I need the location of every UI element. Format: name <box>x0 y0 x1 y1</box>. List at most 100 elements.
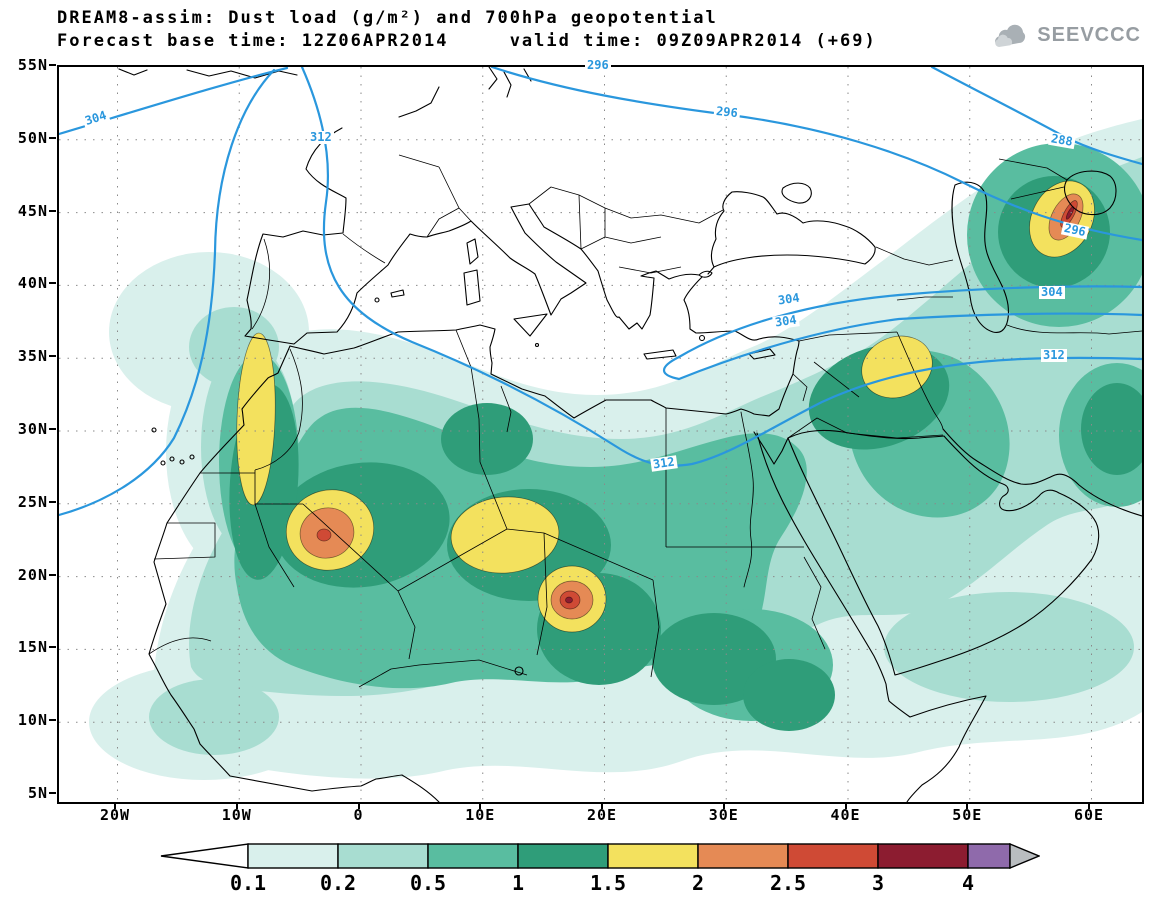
contour-label: 312 <box>650 454 678 472</box>
lat-label-15N: 15N <box>17 638 48 657</box>
colorbar-segment <box>787 843 879 869</box>
contour-label: 304 <box>1039 285 1065 299</box>
colorbar-svg <box>160 842 1041 870</box>
contour-label: 304 <box>81 108 111 129</box>
colorbar-arrow-left <box>160 843 249 869</box>
colorbar-segment <box>607 843 699 869</box>
geopotential-contour-line <box>300 67 1142 467</box>
colorbar-tick-label: 4 <box>961 871 975 895</box>
colorbar-tick-label: 0.2 <box>319 871 357 895</box>
geopotential-contour-line <box>59 68 276 517</box>
lat-tick <box>49 355 56 358</box>
contour-label: 296 <box>1060 220 1089 240</box>
lat-tick <box>49 282 56 285</box>
lat-label-55N: 55N <box>17 56 48 74</box>
lon-tick <box>601 802 603 809</box>
lat-label-20N: 20N <box>17 565 48 584</box>
lon-tick <box>722 802 725 809</box>
colorbar-segment <box>427 843 519 869</box>
colorbar-segment <box>967 843 1011 869</box>
lat-tick <box>49 209 56 212</box>
lon-tick <box>844 802 847 809</box>
colorbar <box>160 842 1041 870</box>
contour-label: 288 <box>1048 131 1076 150</box>
geopotential-contour-line <box>662 285 1142 381</box>
dust-region <box>743 659 835 731</box>
geopotential-contour-line <box>490 67 1142 242</box>
lon-tick <box>357 802 360 809</box>
dust-region <box>316 528 332 542</box>
lat-tick <box>49 136 56 139</box>
lon-label-20E: 20E <box>586 806 618 824</box>
lat-tick <box>49 719 56 722</box>
contour-label: 296 <box>713 103 741 121</box>
dust-region <box>236 332 276 506</box>
chart-subtitle: Forecast base time: 12Z06APR2014 valid t… <box>57 31 877 51</box>
coastlines <box>118 67 1142 802</box>
colorbar-arrow-right <box>1009 842 1041 870</box>
contour-label: 304 <box>772 312 800 330</box>
contour-label-layer: 304 312 296 296 288 296 304 304 304 312 312 <box>59 59 1142 802</box>
lon-label-10E: 10E <box>465 806 496 824</box>
lon-label-20W: 20W <box>99 806 131 824</box>
colorbar-tick-label: 0.5 <box>409 871 447 895</box>
map-plot: 304 312 296 296 288 296 304 304 304 312 312 <box>57 59 1144 804</box>
lat-label-10N: 10N <box>17 711 48 730</box>
dust-region <box>565 596 573 604</box>
lat-label-45N: 45N <box>17 201 48 220</box>
seevccc-logo: SEEVCCC <box>988 22 1141 49</box>
lon-tick <box>1088 802 1090 809</box>
colorbar-tick-label: 3 <box>871 871 885 895</box>
lon-label-0: 0 <box>353 806 364 824</box>
colorbar-segment <box>337 843 429 869</box>
contour-label: 312 <box>1041 348 1067 362</box>
logo-text: SEEVCCC <box>1037 24 1141 46</box>
contour-label: 296 <box>585 58 611 72</box>
lon-label-60E: 60E <box>1073 806 1105 824</box>
dust-load-shading <box>89 119 1142 780</box>
colorbar-segment <box>517 843 609 869</box>
dust-region <box>441 403 533 475</box>
colorbar-tick-label: 0.1 <box>229 871 267 895</box>
dust-region <box>861 335 933 399</box>
lat-tick <box>49 573 56 576</box>
lat-label-40N: 40N <box>17 274 48 293</box>
dust-region <box>149 679 279 755</box>
colorbar-segment <box>247 843 339 869</box>
lat-label-35N: 35N <box>17 347 48 366</box>
colorbar-segment <box>697 843 789 869</box>
graticule-grid <box>59 67 1142 802</box>
colorbar-tick-label: 1 <box>511 871 525 895</box>
dust-region <box>884 592 1134 702</box>
lon-tick <box>479 802 482 809</box>
colorbar-segment <box>877 843 969 869</box>
colorbar-tick-label: 1.5 <box>589 871 627 895</box>
chart-title: DREAM8-assim: Dust load (g/m²) and 700hP… <box>57 8 718 28</box>
lon-tick <box>235 802 238 809</box>
country-borders <box>148 154 1142 688</box>
lat-label-25N: 25N <box>17 492 48 511</box>
dust-region <box>652 613 776 705</box>
lon-label-10W: 10W <box>221 806 252 824</box>
lat-label-30N: 30N <box>17 420 48 438</box>
lat-tick <box>49 64 56 66</box>
contour-label: 304 <box>775 290 803 308</box>
contour-label: 312 <box>308 130 334 144</box>
cloud-icon <box>995 24 1026 47</box>
dust-region <box>1081 383 1142 475</box>
lat-label-5N: 5N <box>27 784 48 802</box>
colorbar-tick-label: 2.5 <box>769 871 807 895</box>
lat-tick <box>49 792 56 794</box>
lat-tick <box>49 500 56 503</box>
lat-label-50N: 50N <box>17 128 48 147</box>
lon-label-30E: 30E <box>708 806 739 824</box>
lon-label-50E: 50E <box>952 806 983 824</box>
dust-region <box>450 496 560 574</box>
map-canvas <box>59 67 1142 802</box>
colorbar-tick-label: 2 <box>691 871 705 895</box>
lon-tick <box>114 802 116 809</box>
lon-tick <box>966 802 969 809</box>
lat-tick <box>49 646 56 649</box>
lat-tick <box>49 428 56 430</box>
